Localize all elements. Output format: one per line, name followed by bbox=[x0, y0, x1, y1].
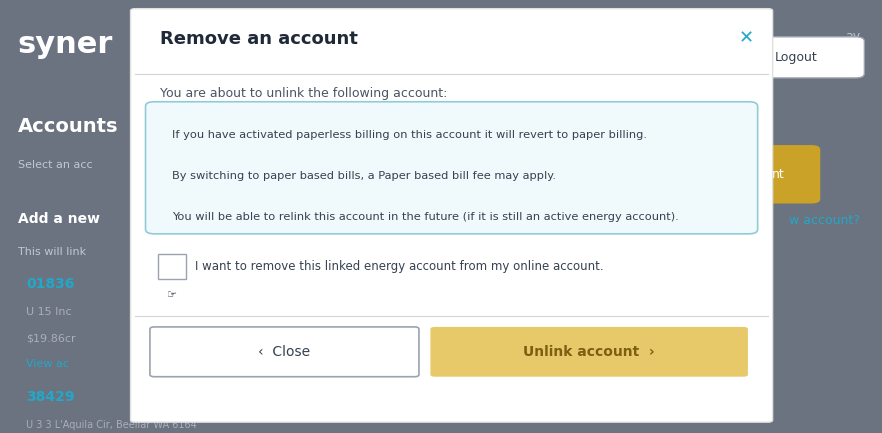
Text: •  000018362100: • 000018362100 bbox=[179, 128, 290, 141]
Text: View ac: View ac bbox=[26, 359, 70, 369]
FancyBboxPatch shape bbox=[736, 145, 820, 204]
Text: syner: syner bbox=[18, 30, 113, 59]
FancyBboxPatch shape bbox=[146, 102, 758, 234]
FancyBboxPatch shape bbox=[430, 327, 748, 377]
Text: I want to remove this linked energy account from my online account.: I want to remove this linked energy acco… bbox=[195, 260, 603, 273]
Text: Select an acc: Select an acc bbox=[18, 160, 93, 170]
Text: ✕: ✕ bbox=[738, 29, 754, 47]
Text: You will be able to relink this account in the future (if it is still an active : You will be able to relink this account … bbox=[172, 212, 679, 222]
FancyBboxPatch shape bbox=[158, 254, 186, 279]
Text: Logout: Logout bbox=[774, 51, 818, 64]
Text: ☞: ☞ bbox=[167, 290, 177, 300]
Text: Remove an account: Remove an account bbox=[160, 30, 357, 48]
Text: You are about to unlink the following account:: You are about to unlink the following ac… bbox=[160, 87, 447, 100]
FancyBboxPatch shape bbox=[728, 37, 864, 78]
Text: This will link: This will link bbox=[18, 247, 86, 257]
Text: U 15 Inc: U 15 Inc bbox=[26, 307, 72, 317]
FancyBboxPatch shape bbox=[150, 327, 419, 377]
Text: U 3 3 L'Aquila Cir, Beeliar WA 6164: U 3 3 L'Aquila Cir, Beeliar WA 6164 bbox=[26, 420, 198, 430]
Text: ay: ay bbox=[845, 30, 860, 43]
Text: Accounts: Accounts bbox=[18, 117, 118, 136]
Text: nt: nt bbox=[772, 168, 784, 181]
Text: Unlink account  ›: Unlink account › bbox=[523, 345, 655, 359]
Text: •  U 1 5 INCE RD, ATTADALE WA 6156: • U 1 5 INCE RD, ATTADALE WA 6156 bbox=[179, 167, 415, 180]
Text: 01836: 01836 bbox=[26, 277, 75, 291]
Text: ‹  Close: ‹ Close bbox=[258, 345, 310, 359]
Text: $19.86cr: $19.86cr bbox=[26, 333, 76, 343]
Text: w account?: w account? bbox=[789, 214, 860, 227]
Text: 38429: 38429 bbox=[26, 390, 75, 404]
Text: If you have activated paperless billing on this account it will revert to paper : If you have activated paperless billing … bbox=[172, 130, 647, 140]
Text: By switching to paper based bills, a Paper based bill fee may apply.: By switching to paper based bills, a Pap… bbox=[172, 171, 556, 181]
FancyBboxPatch shape bbox=[131, 9, 773, 422]
Text: Add a new: Add a new bbox=[18, 212, 100, 226]
